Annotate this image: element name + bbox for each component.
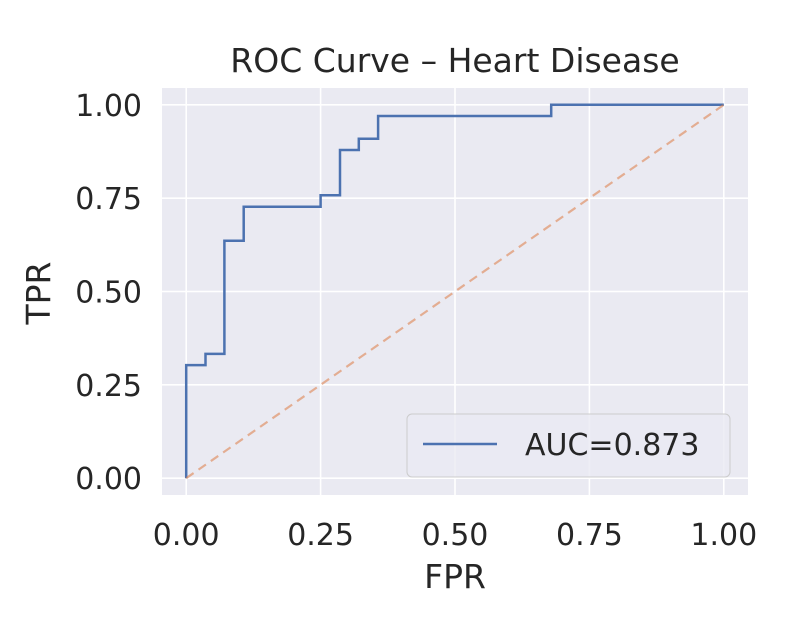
y-tick-label: 0.75 [75,182,142,217]
x-axis-label: FPR [424,557,486,596]
y-axis-label: TPR [19,262,58,326]
legend: AUC=0.873 [406,413,731,478]
roc-curve-line [184,103,724,479]
x-tick-label: 1.00 [690,518,757,553]
legend-box [406,413,731,478]
x-tick-label: 0.50 [422,518,489,553]
x-tick-label: 0.25 [287,518,354,553]
y-tick-label: 0.50 [75,276,142,311]
y-tick-label: 0.00 [75,462,142,497]
y-tick-labels: 0.00 0.25 0.50 0.75 1.00 [75,89,142,497]
series-lines [184,103,725,480]
x-tick-label: 0.75 [556,518,623,553]
y-tick-label: 1.00 [75,89,142,124]
legend-label: AUC=0.873 [525,428,699,463]
chart-title: ROC Curve – Heart Disease [230,41,679,80]
chance-diagonal-line [185,103,725,480]
x-tick-label: 0.00 [153,518,220,553]
x-tick-labels: 0.00 0.25 0.50 0.75 1.00 [153,518,757,553]
y-tick-label: 0.25 [75,369,142,404]
